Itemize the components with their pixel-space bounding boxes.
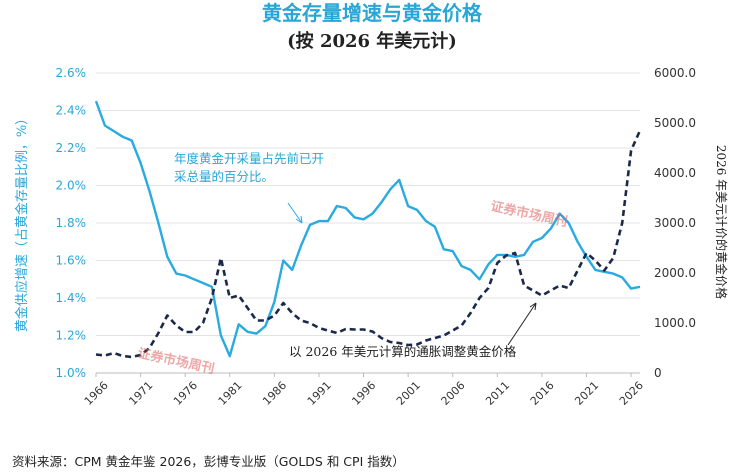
right-axis-ticks: 0 1000.0 2000.0 3000.0 4000.0 5000.0 6000.0 [654, 66, 696, 380]
left-tick-label: 1.6% [56, 254, 87, 268]
chart-subtitle: (按 2026 年美元计) [287, 30, 457, 52]
left-tick-label: 2.2% [56, 141, 87, 155]
x-tick-label: 1966 [82, 379, 111, 408]
price-annotation: 以 2026 年美元计算的通胀调整黄金价格 [289, 344, 517, 359]
x-tick-label: 1986 [260, 379, 289, 408]
supply-growth-line [94, 100, 641, 358]
right-tick-label: 2000.0 [654, 266, 696, 280]
left-tick-label: 1.8% [56, 216, 87, 230]
x-tick-label: 2016 [528, 379, 557, 408]
right-tick-label: 3000.0 [654, 216, 696, 230]
right-tick-label: 5000.0 [654, 116, 696, 130]
supply-annotation-line1: 年度黄金开采量占先前已开 [174, 151, 324, 166]
source-note: 资料来源：CPM 黄金年鉴 2026，彭博专业版（GOLDS 和 CPI 指数） [12, 454, 405, 469]
supply-annotation-arrow [287, 202, 303, 224]
x-tick-label: 2001 [394, 379, 423, 408]
chart-title: 黄金存量增速与黄金价格 [262, 1, 483, 25]
right-axis-label: 2026 年美元计价的黄金价格 [714, 145, 729, 299]
watermark-2: 证券市场周刊 [136, 345, 216, 377]
x-tick-label: 2026 [617, 379, 646, 408]
x-tick-label: 1971 [126, 379, 155, 408]
x-tick-label: 2006 [439, 379, 468, 408]
left-axis-label: 黄金供应增速（占黄金存量比例，%） [14, 112, 30, 332]
gold-price-line [95, 129, 642, 359]
left-tick-label: 2.6% [56, 66, 87, 80]
supply-annotation-arrowhead [295, 215, 303, 224]
grid-lines [96, 72, 640, 374]
price-annotation-arrowhead [529, 302, 537, 311]
x-axis-ticks: 1966 1971 1976 1981 1986 1991 1996 2001 2006 2011… [82, 372, 646, 408]
right-tick-label: 4000.0 [654, 166, 696, 180]
left-tick-label: 2.4% [56, 104, 87, 118]
left-axis-ticks: 1.0% 1.2% 1.4% 1.6% 1.8% 2.0% 2.2% 2.4% 2.6% [56, 66, 87, 380]
x-tick-label: 2021 [572, 379, 601, 408]
left-tick-label: 1.4% [56, 291, 87, 305]
x-tick-label: 1981 [216, 379, 245, 408]
left-tick-label: 2.0% [56, 179, 87, 193]
x-tick-label: 1991 [305, 379, 334, 408]
watermark-1: 证券市场周刊 [489, 198, 569, 230]
x-tick-label: 1976 [171, 379, 200, 408]
price-annotation-arrow [507, 302, 537, 346]
right-tick-label: 0 [654, 366, 662, 380]
x-tick-label: 2011 [483, 379, 512, 408]
x-tick-label: 1996 [349, 379, 378, 408]
right-tick-label: 1000.0 [654, 316, 696, 330]
left-tick-label: 1.2% [56, 329, 87, 343]
left-tick-label: 1.0% [56, 366, 87, 380]
supply-annotation-line2: 采总量的百分比。 [174, 169, 274, 184]
series-layer [94, 100, 642, 359]
right-tick-label: 6000.0 [654, 66, 696, 80]
